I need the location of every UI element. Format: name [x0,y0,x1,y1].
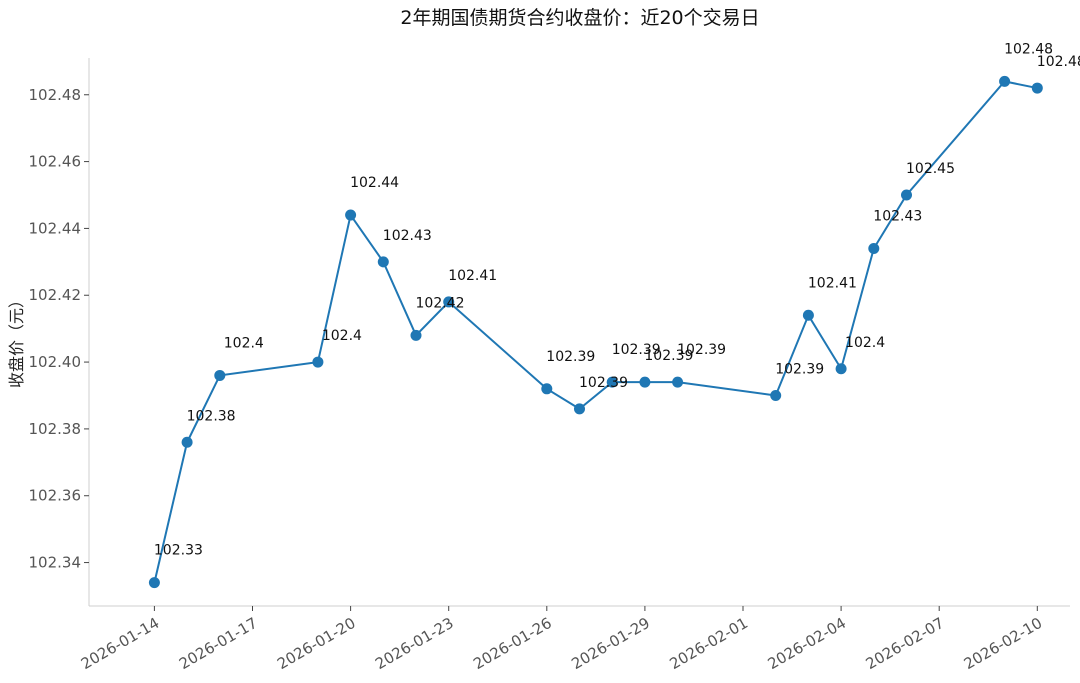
data-point [410,329,422,341]
data-point [312,356,324,368]
data-label: 102.44 [350,175,399,191]
y-tick-label: 102.42 [29,286,82,304]
y-tick-label: 102.36 [29,487,82,505]
series-group [148,75,1043,589]
data-label: 102.38 [187,408,236,424]
data-point [835,363,847,375]
x-tick-label: 2026-01-29 [568,614,653,673]
y-tick-label: 102.34 [29,554,82,572]
x-tick-label: 2026-02-01 [666,614,751,673]
x-tick-label: 2026-01-14 [78,614,163,673]
data-point [770,389,782,401]
data-point [443,296,455,308]
x-tick-label: 2026-01-23 [372,614,457,673]
data-point [672,376,684,388]
data-label: 102.39 [546,349,595,365]
data-label: 102.33 [154,543,203,559]
x-tick-label: 2026-02-10 [961,614,1046,673]
data-label: 102.48 [1004,41,1053,57]
data-point [574,403,585,415]
x-tick-label: 2026-02-07 [863,614,948,673]
data-label: 102.43 [873,208,922,224]
x-tick-label: 2026-02-04 [765,614,850,673]
data-point [868,242,880,254]
x-tick-label: 2026-01-17 [176,614,261,673]
data-point [181,436,193,448]
data-label: 102.42 [416,295,465,311]
y-tick-label: 102.44 [29,219,82,237]
data-label: 102.43 [383,228,432,244]
x-tick-label: 2026-01-26 [470,614,555,673]
data-label: 102.39 [677,342,726,358]
data-label: 102.41 [448,268,497,284]
data-point [802,309,814,321]
data-label: 102.39 [644,348,693,364]
data-label: 102.4 [322,328,362,344]
data-point [999,75,1011,87]
data-point [606,376,618,388]
data-label: 102.45 [906,161,955,177]
data-label: 102.4 [845,335,885,351]
y-tick-label: 102.40 [29,353,82,371]
y-ticks: 102.34 102.36 102.38 102.40 102.42 102.44 102.… [29,86,89,572]
data-point [541,383,553,395]
data-point [345,209,357,221]
data-point [639,376,651,388]
data-point [214,369,226,381]
data-label: 102.48 [1037,54,1080,70]
y-tick-label: 102.46 [29,153,82,171]
data-point [148,577,160,589]
data-label: 102.4 [224,335,264,351]
data-label: 102.41 [808,275,857,291]
y-tick-label: 102.38 [29,420,82,438]
y-axis-label: 收盘价（元） [7,292,26,388]
data-point [901,189,912,201]
data-label: 102.39 [579,375,628,391]
data-point [1031,82,1043,94]
x-tick-label: 2026-01-20 [274,614,359,673]
x-ticks: 2026-01-14 2026-01-17 2026-01-20 2026-01-23… [78,606,1045,673]
y-tick-label: 102.48 [29,86,82,104]
data-label: 102.39 [612,342,661,358]
data-labels: 102.33 102.38 102.4 102.4 102.44 102.43 102.42… [154,41,1080,558]
series-line [153,80,1038,583]
data-point [377,256,389,268]
chart-title: 2年期国债期货合约收盘价：近20个交易日 [400,7,759,29]
data-label: 102.39 [775,361,824,377]
